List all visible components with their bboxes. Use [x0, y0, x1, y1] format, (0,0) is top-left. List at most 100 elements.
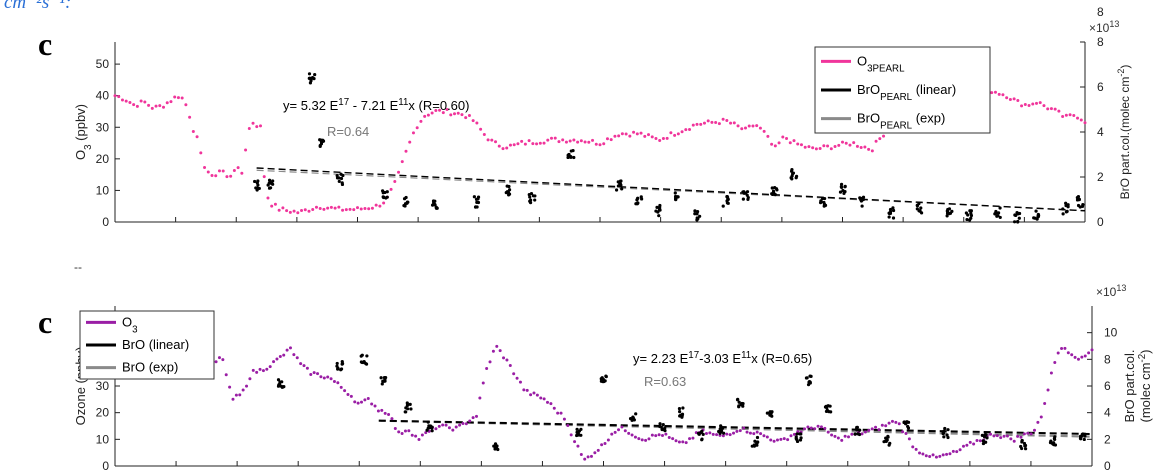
ozone-point	[474, 414, 478, 418]
ozone-point	[318, 207, 322, 211]
y-right-label-part: BrO part.col.(molec cm	[1118, 77, 1132, 200]
bro-point	[984, 440, 988, 444]
ozone-point	[948, 452, 952, 456]
ozone-point	[295, 356, 299, 360]
ozone-point	[143, 100, 147, 104]
ozone-point	[710, 120, 714, 124]
y-right-label: BrO part.col.(molec cm-2)	[1116, 65, 1132, 200]
ozone-point	[613, 134, 617, 138]
ozone-point	[508, 364, 512, 368]
bro-point	[335, 361, 339, 366]
bro-point	[756, 440, 760, 444]
ozone-point	[300, 208, 304, 212]
ozone-point	[688, 128, 692, 132]
ozone-point	[993, 90, 997, 94]
exp-fit-r-value: R=0.64	[327, 124, 369, 139]
exp-fit-r-value: R=0.63	[644, 374, 686, 389]
bro-point	[616, 180, 620, 184]
bro-point	[829, 410, 833, 414]
bro-point	[946, 428, 950, 432]
ozone-point	[762, 129, 766, 133]
ozone-point	[475, 121, 479, 125]
bro-point	[861, 195, 866, 199]
ozone-point	[305, 366, 309, 370]
ozone-point	[359, 207, 363, 211]
ozone-point	[1080, 355, 1084, 359]
ozone-point	[505, 146, 509, 150]
ozone-point	[587, 140, 591, 144]
bro-point	[1023, 447, 1028, 451]
ozone-point	[602, 142, 606, 146]
ozone-point	[807, 145, 811, 149]
bro-point	[919, 206, 923, 210]
ozone-point	[955, 450, 959, 454]
bro-point	[507, 193, 511, 197]
bro-point	[310, 75, 315, 80]
bro-point	[775, 188, 779, 192]
ozone-point	[972, 442, 976, 446]
ozone-point	[702, 121, 706, 125]
bro-point	[765, 411, 769, 415]
bro-point	[276, 384, 281, 388]
ozone-point	[630, 433, 634, 437]
ozone-point	[1029, 432, 1033, 436]
ozone-point	[714, 120, 718, 124]
y-left-tick-label: 40	[96, 89, 110, 103]
ozone-point	[788, 141, 792, 145]
ozone-point	[745, 430, 749, 434]
ozone-point	[132, 103, 136, 107]
ozone-point	[1053, 107, 1057, 111]
ozone-point	[272, 360, 276, 364]
y-right-tick-label: 0	[1097, 215, 1104, 229]
ozone-point	[314, 205, 318, 209]
ozone-point	[460, 113, 464, 117]
ozone-point	[650, 433, 654, 437]
bro-point	[659, 425, 664, 429]
bro-point	[841, 188, 845, 193]
ozone-point	[931, 453, 935, 457]
ozone-point	[997, 92, 1001, 96]
ozone-point	[600, 443, 604, 447]
ozone-point	[221, 358, 225, 362]
ozone-point	[684, 441, 688, 445]
ozone-point	[765, 435, 769, 439]
y-left-tick-label: 0	[102, 459, 109, 470]
bro-point	[382, 376, 387, 380]
bro-point	[752, 444, 757, 448]
y-right-label-line2-part: (molec cm	[1138, 363, 1153, 423]
ozone-point	[176, 96, 180, 100]
ozone-point	[1012, 97, 1016, 101]
ozone-point	[639, 131, 643, 135]
bro-point	[575, 427, 579, 431]
ozone-point	[863, 145, 867, 149]
ozone-point	[415, 126, 419, 130]
ozone-point	[583, 457, 587, 461]
ozone-point	[549, 402, 553, 406]
bro-point	[318, 143, 322, 148]
ozone-point	[704, 431, 708, 435]
bro-point	[693, 209, 697, 213]
bro-point	[634, 412, 638, 416]
ozone-point	[1090, 348, 1094, 352]
ozone-point	[674, 439, 678, 443]
ozone-point	[516, 142, 520, 146]
ozone-point	[863, 430, 867, 434]
y-right-tick-label: 4	[1104, 406, 1111, 420]
ozone-point	[387, 413, 391, 417]
ozone-point	[270, 204, 274, 208]
ozone-point	[870, 149, 874, 153]
ozone-point	[262, 175, 266, 179]
bro-point	[494, 445, 498, 449]
ozone-point	[468, 419, 472, 423]
ozone-point	[312, 371, 316, 375]
right-axis-multiplier-part: 13	[1116, 283, 1126, 293]
ozone-point	[620, 425, 624, 429]
ozone-point	[420, 433, 424, 437]
bro-point	[825, 408, 829, 412]
ozone-point	[515, 376, 519, 380]
ozone-point	[762, 434, 766, 438]
bro-point	[528, 195, 532, 199]
bro-point	[1016, 219, 1020, 224]
